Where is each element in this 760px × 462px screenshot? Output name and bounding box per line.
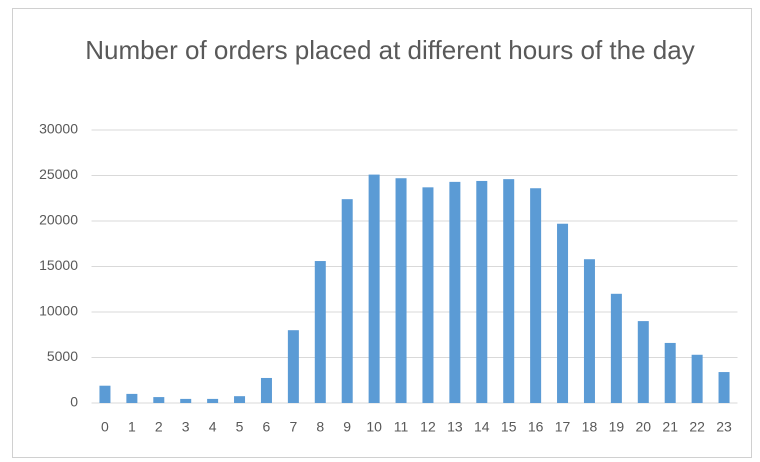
x-tick-label: 17	[555, 419, 571, 435]
x-tick-label: 15	[501, 419, 517, 435]
bar	[395, 178, 407, 403]
bar	[422, 187, 434, 403]
y-tick-label: 0	[70, 394, 78, 410]
bar	[126, 393, 138, 403]
y-tick-label: 15000	[39, 257, 78, 273]
x-tick-label: 18	[582, 419, 598, 435]
x-tick-label: 22	[689, 419, 705, 435]
bar	[153, 397, 165, 403]
bar	[234, 396, 246, 403]
bar	[341, 199, 353, 403]
bar	[207, 398, 219, 403]
x-tick-label: 4	[209, 419, 217, 435]
x-tick-label: 0	[101, 419, 109, 435]
bar	[664, 342, 676, 403]
bar	[449, 181, 461, 403]
x-tick-label: 9	[343, 419, 351, 435]
bar	[691, 354, 703, 403]
bar	[583, 259, 595, 403]
y-tick-label: 25000	[39, 166, 78, 182]
y-tick-label: 5000	[47, 348, 78, 364]
x-tick-label: 3	[182, 419, 190, 435]
bar	[637, 321, 649, 403]
chart-frame	[12, 8, 752, 458]
x-tick-label: 11	[394, 419, 409, 435]
bar	[610, 293, 622, 403]
bar	[476, 180, 488, 403]
x-tick-label: 13	[447, 419, 463, 435]
y-tick-label: 20000	[39, 212, 78, 228]
x-tick-label: 8	[316, 419, 324, 435]
bar	[530, 188, 542, 403]
y-tick-label: 10000	[39, 303, 78, 319]
x-tick-label: 5	[236, 419, 244, 435]
x-tick-label: 1	[128, 419, 136, 435]
x-tick-label: 2	[155, 419, 163, 435]
bar	[557, 223, 569, 403]
x-tick-label: 16	[528, 419, 544, 435]
x-tick-label: 10	[366, 419, 382, 435]
bar	[368, 174, 380, 403]
bar	[260, 377, 272, 403]
x-tick-label: 12	[420, 419, 436, 435]
x-tick-label: 20	[636, 419, 652, 435]
bar	[180, 398, 192, 403]
x-tick-label: 6	[263, 419, 271, 435]
chart-title: Number of orders placed at different hou…	[85, 35, 695, 65]
x-tick-label: 23	[716, 419, 732, 435]
x-tick-label: 14	[474, 419, 490, 435]
bar	[99, 385, 111, 403]
x-tick-label: 19	[609, 419, 625, 435]
x-tick-label: 21	[662, 419, 678, 435]
bar	[503, 179, 515, 403]
bar	[718, 372, 730, 403]
y-tick-label: 30000	[39, 121, 78, 137]
bar	[314, 261, 326, 403]
x-tick-label: 7	[289, 419, 297, 435]
bar	[287, 330, 299, 403]
